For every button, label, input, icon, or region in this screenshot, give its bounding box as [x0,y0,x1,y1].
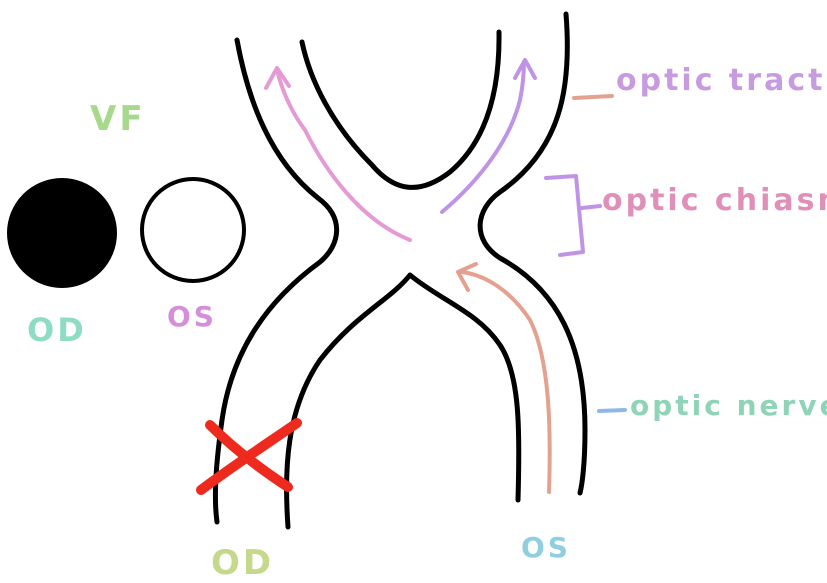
optic-tract-leader [572,94,614,100]
optic-tract-label: optic tract [616,63,825,98]
purple-pathway [440,58,537,214]
optic-chiasm-label: optic chiasm [602,183,827,218]
pink-pathway-line [275,68,412,242]
outline-left-outer [212,37,340,525]
vf-label: VF [90,99,146,139]
salmon-pathway-line [460,270,552,494]
purple-pathway-line [440,60,526,214]
arrow-icon [456,262,478,292]
visual-field-od-circle [7,178,117,288]
visual-field-os-circle [140,177,246,283]
optic-chiasm-leader [580,204,602,210]
visual-field-os-label: OS [167,300,217,333]
outline-right-outer [477,11,588,496]
chiasm-outline [212,11,588,530]
optic-tract-annotation: optic tract [572,63,825,100]
optic-nerve-leader [597,408,627,413]
outline-top-inner [299,29,502,190]
optic-chiasm-annotation: optic chiasm [544,174,827,257]
salmon-pathway [456,262,552,494]
pink-pathway [264,66,412,242]
optic-nerve-label: optic nerve [630,389,827,422]
optic-chiasm-bracket [544,174,585,257]
x-mark-icon [196,418,302,495]
arrow-icon [264,66,291,90]
bottom-os-label: OS [521,531,571,564]
visual-field-od-label: OD [27,311,87,349]
optic-nerve-annotation: optic nerve [597,389,827,422]
outline-bottom-inner [284,272,522,530]
bottom-od-label: OD [211,543,274,583]
arrow-icon [513,58,537,80]
